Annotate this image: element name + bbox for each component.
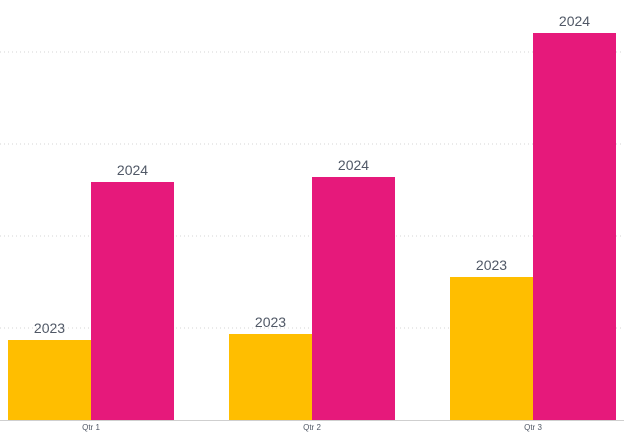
bar-2023-qtr-1 xyxy=(8,340,91,420)
bar-2024-qtr-1 xyxy=(91,182,174,420)
bar-2023-qtr-3 xyxy=(450,277,533,420)
data-label-2023-qtr-2: 2023 xyxy=(255,314,286,330)
data-label-2024-qtr-3: 2024 xyxy=(559,13,590,29)
bar-2024-qtr-2 xyxy=(312,177,395,420)
x-tick-label-qtr-2: Qtr 2 xyxy=(303,423,321,432)
data-label-2024-qtr-2: 2024 xyxy=(338,157,369,173)
bar-2024-qtr-3 xyxy=(533,33,616,420)
data-label-2023-qtr-3: 2023 xyxy=(476,257,507,273)
data-label-2023-qtr-1: 2023 xyxy=(34,320,65,336)
data-label-2024-qtr-1: 2024 xyxy=(117,162,148,178)
x-tick-label-qtr-3: Qtr 3 xyxy=(524,423,542,432)
bar-2023-qtr-2 xyxy=(229,334,312,420)
x-tick-label-qtr-1: Qtr 1 xyxy=(82,423,100,432)
